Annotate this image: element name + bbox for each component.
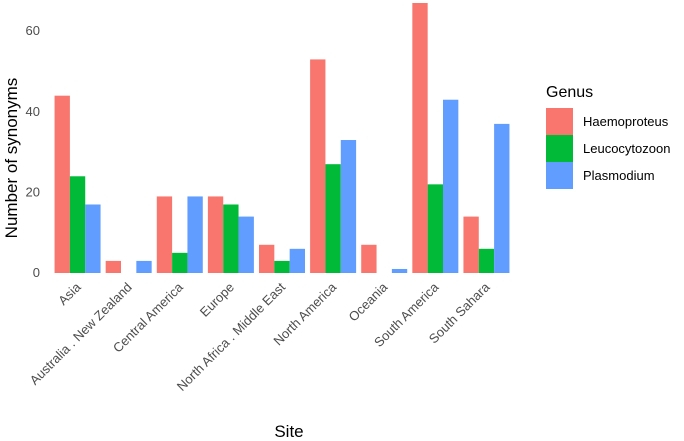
y-tick-label: 40 [26, 104, 40, 119]
bar-leucocytozoon-7 [427, 184, 443, 273]
bar-haemoproteus-3 [207, 196, 224, 273]
legend-items: Haemoproteus Leucocytozoon Plasmodium [546, 108, 670, 189]
bar-plasmodium-7 [443, 99, 459, 273]
legend-key-leucocytozoon [546, 135, 573, 162]
bar-leucocytozoon-0 [69, 176, 86, 273]
x-axis-title: Site [274, 422, 303, 441]
x-tick-label: Oceania [345, 279, 390, 324]
bar-plasmodium-4 [289, 248, 305, 273]
x-tick-label: Asia [55, 279, 84, 308]
bar-plasmodium-3 [238, 216, 254, 273]
legend-label: Plasmodium [583, 168, 655, 183]
bar-haemoproteus-6 [361, 244, 377, 273]
y-tick-label: 0 [33, 265, 40, 280]
legend-label: Haemoproteus [583, 114, 669, 129]
x-tick-label: Europe [197, 280, 237, 320]
bar-haemoproteus-4 [259, 244, 275, 273]
bar-haemoproteus-1 [105, 260, 121, 273]
bar-leucocytozoon-3 [223, 204, 239, 273]
bar-leucocytozoon-5 [325, 164, 341, 273]
y-axis-ticks: 0 20 40 60 [26, 23, 40, 280]
legend: Genus Haemoproteus Leucocytozoon Plasmodiu… [546, 84, 670, 189]
y-tick-label: 60 [26, 23, 40, 38]
bar-plasmodium-1 [136, 260, 152, 273]
bar-haemoproteus-0 [54, 95, 70, 273]
bar-plasmodium-0 [85, 204, 101, 273]
legend-title: Genus [546, 84, 593, 101]
bar-plasmodium-8 [494, 123, 510, 273]
bar-plasmodium-2 [187, 196, 203, 273]
y-tick-label: 20 [26, 184, 40, 199]
bar-leucocytozoon-4 [274, 260, 290, 273]
bar-haemoproteus-2 [156, 196, 173, 273]
bar-plasmodium-5 [340, 140, 357, 273]
bar-haemoproteus-5 [310, 59, 326, 274]
x-tick-label: Australia . New Zealand [27, 280, 135, 388]
legend-label: Leucocytozoon [583, 141, 670, 156]
bar-plasmodium-6 [391, 268, 408, 273]
bar-leucocytozoon-2 [172, 252, 188, 273]
y-axis-title: Number of synonyms [2, 78, 21, 239]
legend-key-plasmodium [546, 162, 573, 189]
bar-leucocytozoon-8 [478, 248, 495, 273]
bar-haemoproteus-8 [463, 216, 479, 273]
bar-haemoproteus-7 [412, 3, 428, 273]
legend-key-haemoproteus [546, 108, 573, 135]
bars [54, 3, 510, 274]
